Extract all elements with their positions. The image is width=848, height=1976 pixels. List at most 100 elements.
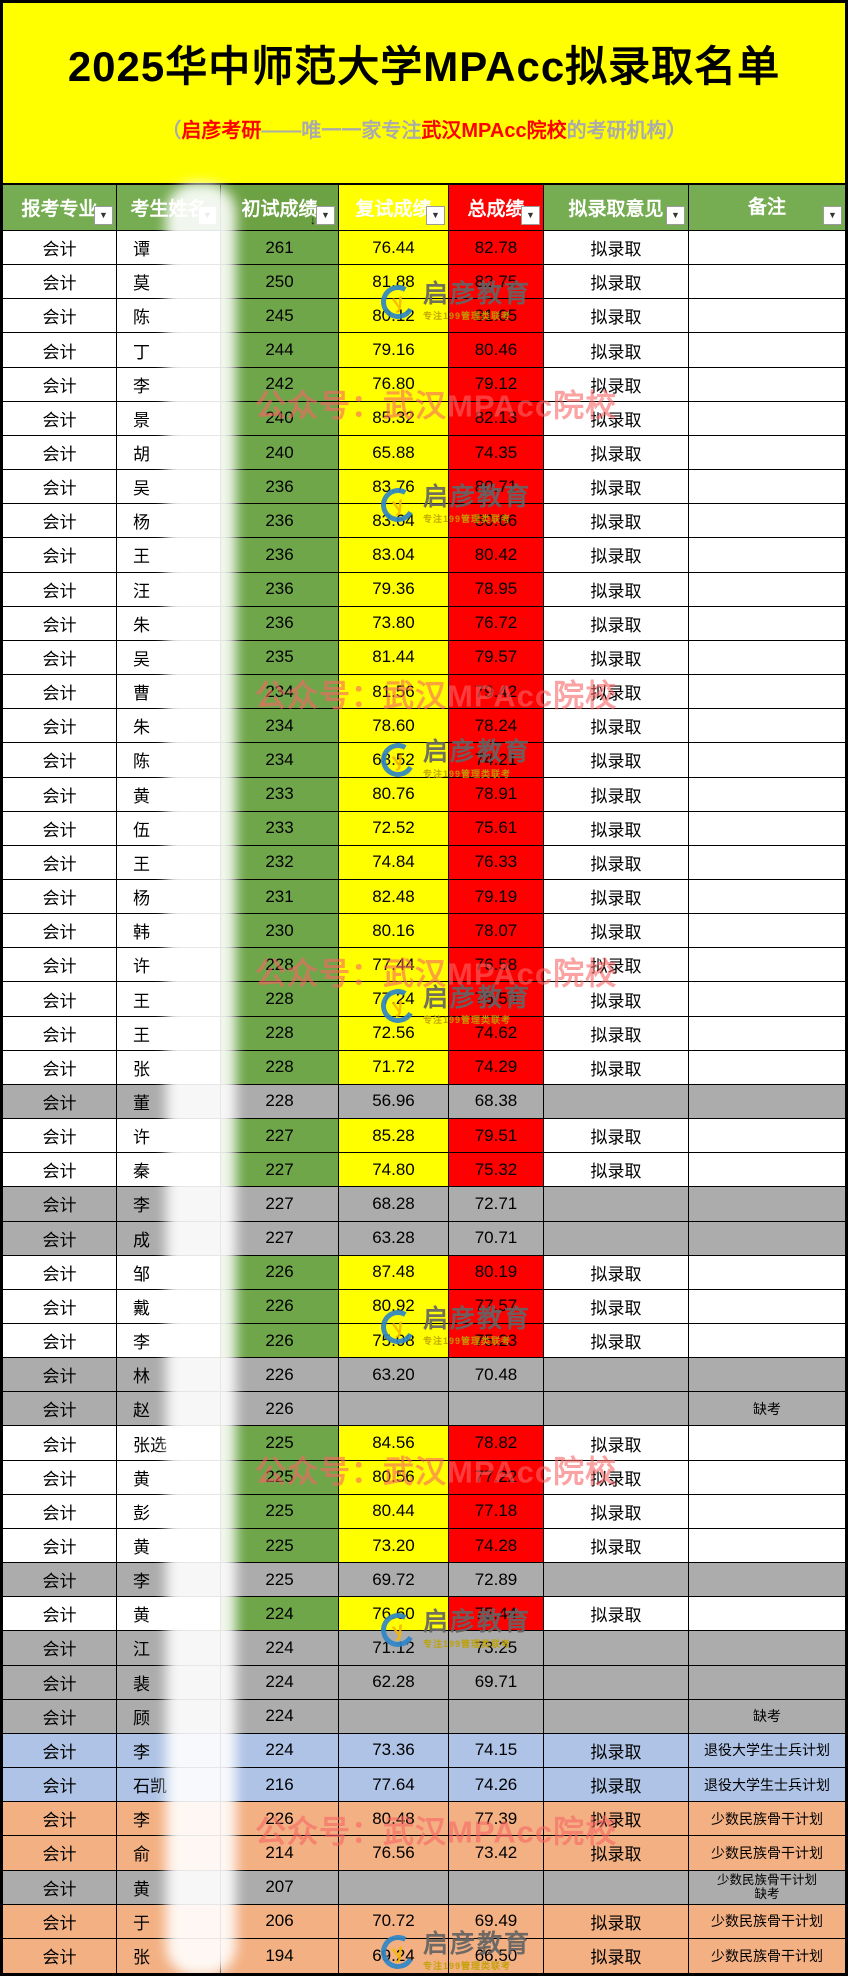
- cell-retest-score: 69.24: [339, 1938, 449, 1973]
- cell-initial-score: 206: [221, 1904, 339, 1939]
- cell-major: 会计: [3, 1528, 117, 1564]
- cell-admission-opinion: 拟录取: [544, 948, 689, 983]
- table-row: 会计曹 234 81.56 79.42 拟录取: [3, 675, 845, 710]
- table-row: 会计王 228 72.56 74.62 拟录取: [3, 1016, 845, 1051]
- table-row: 会计许 228 77.44 76.58 拟录取: [3, 948, 845, 983]
- cell-retest-score: 80.16: [339, 914, 449, 949]
- cell-admission-opinion: 拟录取: [544, 299, 689, 334]
- cell-admission-opinion: [544, 1870, 689, 1905]
- cell-major: 会计: [3, 538, 117, 573]
- cell-initial-score: 226: [221, 1358, 339, 1393]
- cell-remark: [689, 1119, 845, 1154]
- table-row: 会计朱 236 73.80 76.72 拟录取: [3, 606, 845, 641]
- cell-initial-score: 235: [221, 640, 339, 676]
- cell-admission-opinion: 拟录取: [544, 879, 689, 915]
- header-remark-label: 备注: [747, 196, 786, 218]
- filter-dropdown-icon[interactable]: ▼: [316, 206, 335, 225]
- cell-retest-score: 77.64: [339, 1768, 449, 1803]
- cell-total-score: 69.49: [449, 1904, 544, 1939]
- filter-dropdown-icon[interactable]: ▼: [823, 206, 842, 225]
- cell-total-score: 74.21: [449, 743, 544, 778]
- cell-major: 会计: [3, 1221, 117, 1256]
- cell-retest-score: 85.32: [339, 401, 449, 436]
- cell-major: 会计: [3, 948, 117, 983]
- cell-initial-score: 234: [221, 675, 339, 710]
- cell-major: 会计: [3, 1358, 117, 1393]
- cell-initial-score: 227: [221, 1153, 339, 1188]
- cell-remark: [689, 538, 845, 573]
- table-row: 会计江 224 71.12 73.25: [3, 1631, 845, 1666]
- cell-admission-opinion: [544, 1699, 689, 1734]
- cell-initial-score: 236: [221, 470, 339, 505]
- cell-major: 会计: [3, 1392, 117, 1427]
- cell-retest-score: 80.48: [339, 1802, 449, 1837]
- cell-major: 会计: [3, 1016, 117, 1051]
- table-row: 会计李 227 68.28 72.71: [3, 1187, 845, 1222]
- name-blur-overlay: [166, 183, 236, 1973]
- cell-initial-score: 228: [221, 948, 339, 983]
- cell-major: 会计: [3, 743, 117, 778]
- cell-remark: [689, 1563, 845, 1598]
- cell-remark: [689, 1289, 845, 1324]
- cell-remark: [689, 367, 845, 402]
- cell-total-score: 80.42: [449, 538, 544, 573]
- cell-retest-score: 71.72: [339, 1050, 449, 1085]
- cell-total-score: 76.50: [449, 982, 544, 1017]
- header-major: 报考专业 ▼: [3, 185, 117, 231]
- cell-total-score: 73.25: [449, 1631, 544, 1666]
- subtitle-middle: ——唯一一家专注: [261, 120, 422, 142]
- cell-admission-opinion: 拟录取: [544, 811, 689, 846]
- cell-retest-score: 87.48: [339, 1255, 449, 1290]
- cell-remark: 退役大学生士兵计划: [689, 1768, 845, 1803]
- table-row: 会计张 228 71.72 74.29 拟录取: [3, 1050, 845, 1085]
- cell-major: 会计: [3, 572, 117, 607]
- cell-retest-score: 72.52: [339, 811, 449, 846]
- filter-dropdown-icon[interactable]: ▼: [666, 206, 685, 225]
- cell-major: 会计: [3, 1050, 117, 1085]
- cell-initial-score: 240: [221, 435, 339, 471]
- cell-remark: [689, 1358, 845, 1393]
- cell-major: 会计: [3, 1870, 117, 1905]
- cell-major: 会计: [3, 709, 117, 744]
- filter-dropdown-icon[interactable]: ▼: [94, 206, 113, 225]
- cell-initial-score: 244: [221, 333, 339, 368]
- cell-initial-score: 226: [221, 1392, 339, 1427]
- header-retest-score-label: 复试成绩: [355, 199, 432, 220]
- cell-admission-opinion: 拟录取: [544, 1733, 689, 1769]
- cell-retest-score: 79.16: [339, 333, 449, 368]
- cell-remark: [689, 1494, 845, 1529]
- cell-admission-opinion: 拟录取: [544, 675, 689, 710]
- cell-remark: [689, 1255, 845, 1290]
- table-row: 会计朱 234 78.60 78.24 拟录取: [3, 709, 845, 744]
- cell-total-score: 81.05: [449, 299, 544, 334]
- cell-admission-opinion: 拟录取: [544, 777, 689, 812]
- cell-initial-score: 226: [221, 1255, 339, 1290]
- cell-retest-score: 81.44: [339, 640, 449, 676]
- cell-retest-score: 76.44: [339, 231, 449, 266]
- cell-retest-score: 73.80: [339, 606, 449, 641]
- cell-total-score: 75.23: [449, 1324, 544, 1359]
- cell-initial-score: 224: [221, 1699, 339, 1734]
- cell-major: 会计: [3, 1836, 117, 1871]
- cell-remark: 少数民族骨干计划 缺考: [689, 1870, 845, 1905]
- cell-retest-score: 77.44: [339, 948, 449, 983]
- cell-total-score: 80.19: [449, 1255, 544, 1290]
- cell-major: 会计: [3, 504, 117, 539]
- cell-retest-score: 73.20: [339, 1528, 449, 1564]
- cell-initial-score: 207: [221, 1870, 339, 1905]
- cell-admission-opinion: 拟录取: [544, 333, 689, 368]
- cell-admission-opinion: 拟录取: [544, 1528, 689, 1564]
- table-row: 会计李 225 69.72 72.89: [3, 1563, 845, 1598]
- cell-remark: [689, 640, 845, 676]
- filter-dropdown-icon[interactable]: ▼: [521, 206, 540, 225]
- cell-initial-score: 234: [221, 743, 339, 778]
- table-row: 会计赵 226 缺考: [3, 1392, 845, 1427]
- cell-remark: 少数民族骨干计划: [689, 1904, 845, 1939]
- cell-total-score: 74.29: [449, 1050, 544, 1085]
- cell-remark: [689, 572, 845, 607]
- cell-retest-score: 68.28: [339, 1187, 449, 1222]
- table-row: 会计杨 236 83.64 80.66 拟录取: [3, 504, 845, 539]
- cell-retest-score: 56.96: [339, 1084, 449, 1120]
- filter-dropdown-icon[interactable]: ▼: [426, 206, 445, 225]
- cell-remark: [689, 333, 845, 368]
